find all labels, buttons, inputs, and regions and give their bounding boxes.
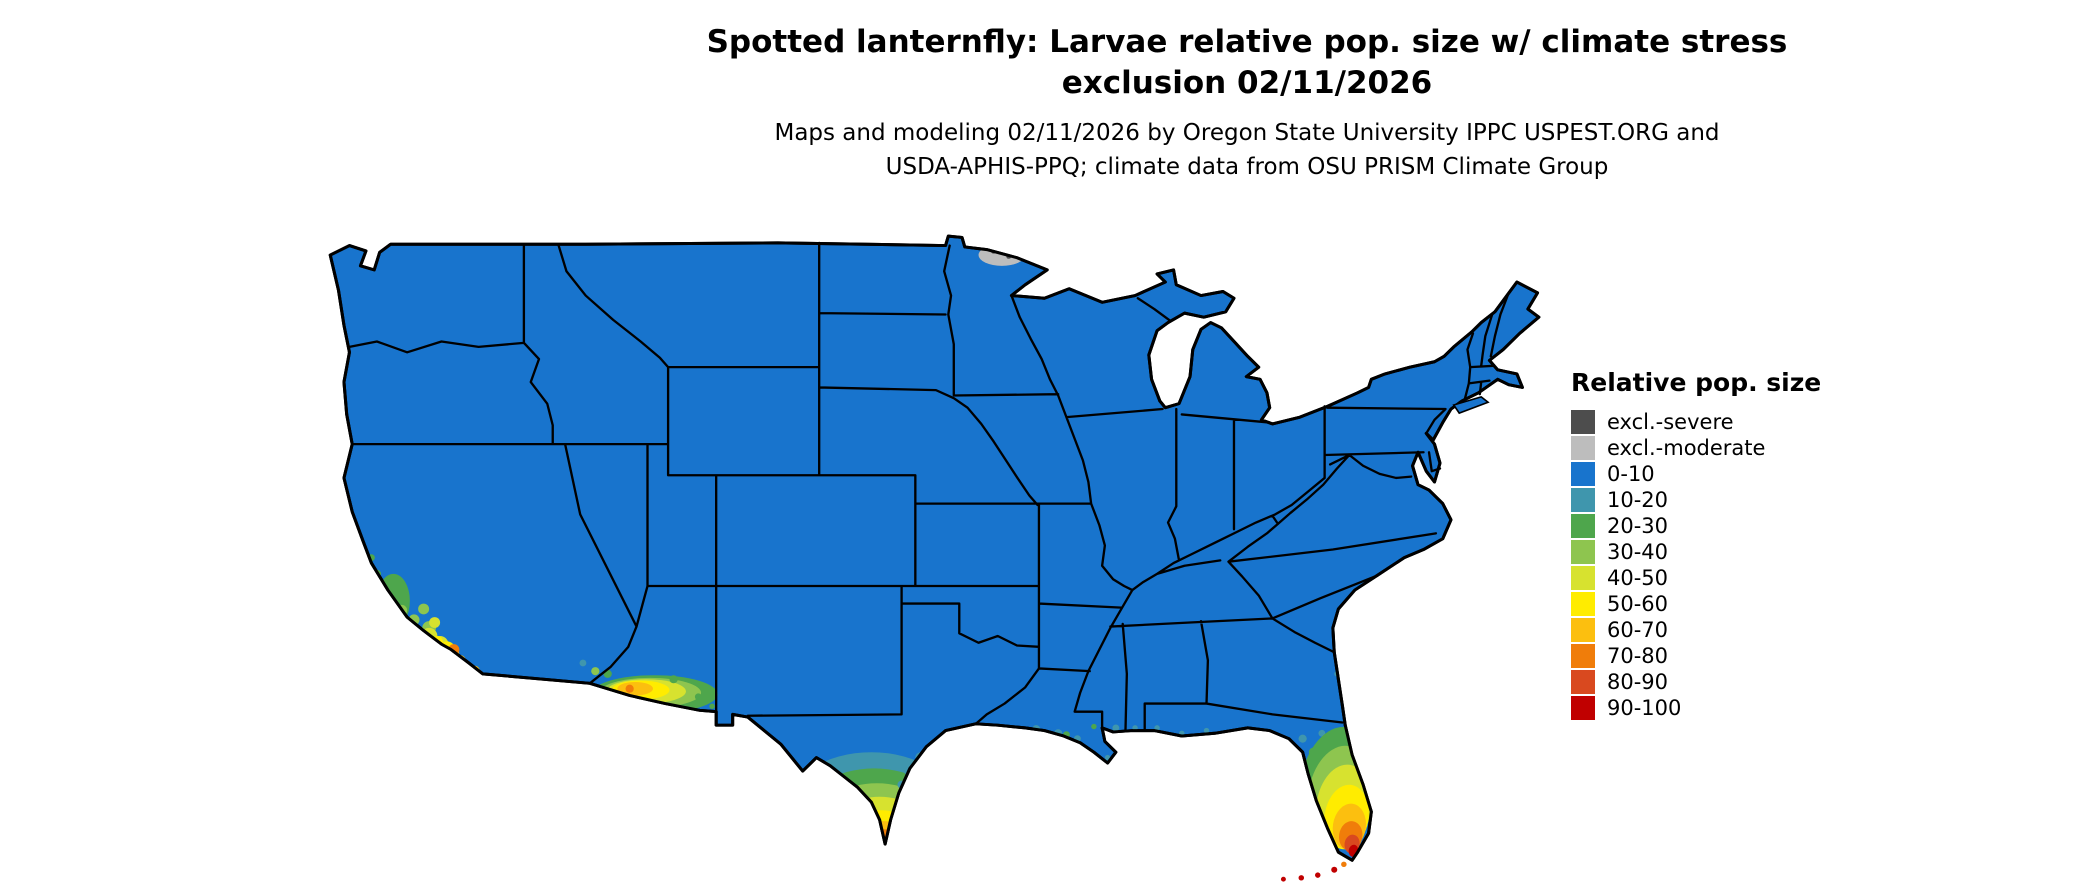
legend-row-90-100: 90-100 bbox=[1571, 695, 1821, 721]
legend-swatch-excl.-severe bbox=[1571, 410, 1595, 434]
legend-row-10-20: 10-20 bbox=[1571, 487, 1821, 513]
legend: Relative pop. size excl.-severe excl.-mod… bbox=[1571, 368, 1821, 721]
legend-swatch-excl.-moderate bbox=[1571, 436, 1595, 460]
legend-label-30-40: 30-40 bbox=[1607, 540, 1669, 564]
legend-swatch-30-40 bbox=[1571, 540, 1595, 564]
us-map-container bbox=[311, 228, 1554, 890]
legend-row-60-70: 60-70 bbox=[1571, 617, 1821, 643]
legend-row-80-90: 80-90 bbox=[1571, 669, 1821, 695]
page-title-line1: Spotted lanternfly: Larvae relative pop.… bbox=[706, 24, 1788, 60]
legend-label-10-20: 10-20 bbox=[1607, 488, 1669, 512]
legend-label-0-10: 0-10 bbox=[1607, 462, 1655, 486]
legend-swatch-90-100 bbox=[1571, 696, 1595, 720]
legend-row-excl.-moderate: excl.-moderate bbox=[1571, 435, 1821, 461]
page-title-line2: exclusion 02/11/2026 bbox=[1061, 65, 1433, 101]
legend-row-20-30: 20-30 bbox=[1571, 513, 1821, 539]
legend-row-excl.-severe: excl.-severe bbox=[1571, 409, 1821, 435]
state-borders bbox=[348, 241, 1510, 732]
zone-florida bbox=[1286, 726, 1378, 857]
legend-label-20-30: 20-30 bbox=[1607, 514, 1669, 538]
legend-label-60-70: 60-70 bbox=[1607, 618, 1669, 642]
legend-label-excl.-severe: excl.-severe bbox=[1607, 410, 1734, 434]
legend-row-50-60: 50-60 bbox=[1571, 591, 1821, 617]
long-island bbox=[1452, 395, 1490, 415]
legend-swatch-40-50 bbox=[1571, 566, 1595, 590]
subtitle-line2: USDA-APHIS-PPQ; climate data from OSU PR… bbox=[885, 154, 1609, 180]
us-choropleth-map bbox=[328, 234, 1541, 882]
legend-items: excl.-severe excl.-moderate 0-10 10-20 20-30… bbox=[1571, 409, 1821, 721]
legend-swatch-20-30 bbox=[1571, 514, 1595, 538]
subtitle-line1: Maps and modeling 02/11/2026 by Oregon S… bbox=[774, 120, 1720, 146]
florida-keys bbox=[1280, 861, 1347, 882]
legend-label-excl.-moderate: excl.-moderate bbox=[1607, 436, 1766, 460]
legend-row-30-40: 30-40 bbox=[1571, 539, 1821, 565]
legend-swatch-80-90 bbox=[1571, 670, 1595, 694]
legend-title: Relative pop. size bbox=[1571, 368, 1822, 397]
legend-swatch-60-70 bbox=[1571, 618, 1595, 642]
legend-row-70-80: 70-80 bbox=[1571, 643, 1821, 669]
legend-row-0-10: 0-10 bbox=[1571, 461, 1821, 487]
legend-swatch-70-80 bbox=[1571, 644, 1595, 668]
legend-swatch-50-60 bbox=[1571, 592, 1595, 616]
legend-row-40-50: 40-50 bbox=[1571, 565, 1821, 591]
legend-label-70-80: 70-80 bbox=[1607, 644, 1669, 668]
legend-swatch-10-20 bbox=[1571, 488, 1595, 512]
legend-label-80-90: 80-90 bbox=[1607, 670, 1669, 694]
legend-label-40-50: 40-50 bbox=[1607, 566, 1669, 590]
legend-swatch-0-10 bbox=[1571, 462, 1595, 486]
subtitle: Maps and modeling 02/11/2026 by Oregon S… bbox=[197, 116, 2100, 184]
legend-label-90-100: 90-100 bbox=[1607, 696, 1682, 720]
legend-label-50-60: 50-60 bbox=[1607, 592, 1669, 616]
header: Spotted lanternfly: Larvae relative pop.… bbox=[197, 22, 2100, 184]
